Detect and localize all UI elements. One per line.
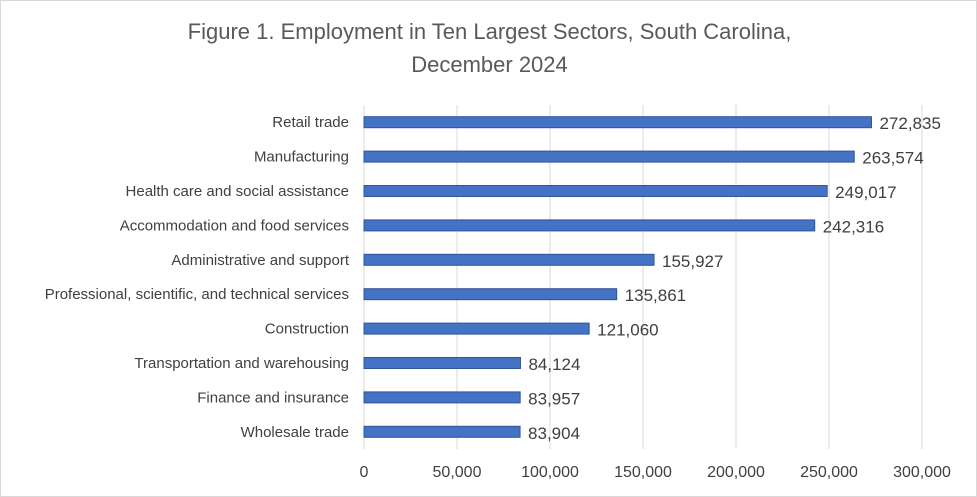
bar — [363, 150, 855, 163]
data-label: 84,124 — [528, 355, 580, 374]
data-label: 249,017 — [835, 183, 896, 202]
data-label: 155,927 — [662, 252, 723, 271]
labels: 0 50,000 100,000 150,000 200,000 250,000 300,0… — [45, 114, 951, 481]
bar — [363, 288, 618, 301]
data-label: 242,316 — [823, 217, 884, 236]
category-label: Construction — [265, 321, 349, 338]
bar — [363, 116, 872, 129]
x-tick-label: 100,000 — [521, 464, 579, 481]
bar — [363, 322, 590, 335]
category-label: Retail trade — [272, 114, 349, 131]
bar — [363, 219, 816, 232]
category-label: Health care and social assistance — [126, 183, 349, 200]
data-label: 135,861 — [625, 286, 686, 305]
bar — [363, 357, 521, 369]
bars — [363, 116, 872, 438]
x-tick-label: 150,000 — [614, 464, 672, 481]
category-label: Finance and insurance — [197, 389, 349, 406]
category-label: Wholesale trade — [241, 424, 349, 441]
category-label: Professional, scientific, and technical … — [45, 286, 349, 303]
bar — [363, 253, 655, 266]
data-label: 121,060 — [597, 321, 658, 340]
x-tick-label: 300,000 — [893, 464, 951, 481]
bar — [363, 185, 828, 197]
x-tick-label: 0 — [360, 464, 369, 481]
data-label: 83,904 — [528, 424, 580, 443]
x-tick-label: 50,000 — [433, 464, 482, 481]
data-label: 83,957 — [528, 389, 580, 408]
category-label: Accommodation and food services — [120, 217, 349, 234]
category-label: Manufacturing — [254, 149, 349, 166]
chart-title-line-1: Figure 1. Employment in Ten Largest Sect… — [187, 19, 792, 44]
x-tick-label: 200,000 — [707, 464, 765, 481]
category-label: Transportation and warehousing — [134, 355, 349, 372]
category-label: Administrative and support — [171, 252, 349, 269]
chart-title-line-2: December 2024 — [411, 52, 568, 77]
x-tick-label: 250,000 — [800, 464, 858, 481]
bar — [363, 391, 521, 404]
bar — [363, 425, 521, 438]
data-label: 263,574 — [862, 149, 923, 168]
data-label: 272,835 — [879, 114, 940, 133]
